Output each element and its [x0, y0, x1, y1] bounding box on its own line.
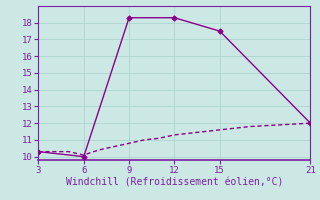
X-axis label: Windchill (Refroidissement éolien,°C): Windchill (Refroidissement éolien,°C) — [66, 177, 283, 187]
